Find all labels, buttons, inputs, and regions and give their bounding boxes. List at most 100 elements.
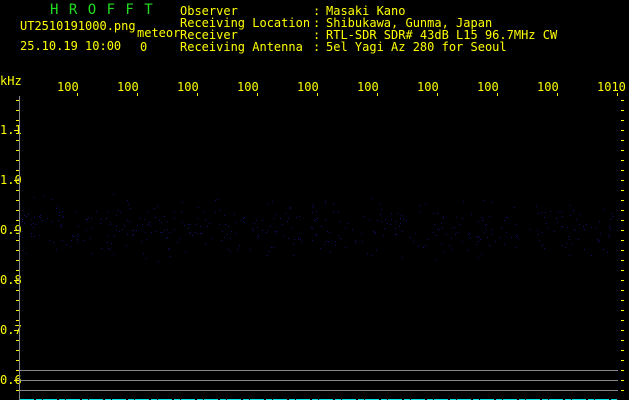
noise-dot [57, 206, 58, 207]
noise-dot [72, 235, 73, 236]
noise-dot [257, 235, 258, 236]
y-tick-mark [16, 300, 19, 301]
noise-dot [290, 208, 291, 209]
noise-dot [537, 230, 538, 231]
y-tick-mark [621, 190, 624, 191]
noise-dot [489, 245, 490, 246]
noise-dot [355, 242, 356, 243]
app-title: H R O F F T [50, 2, 154, 18]
noise-dot [266, 232, 267, 233]
y-tick-mark [621, 210, 624, 211]
noise-dot [317, 218, 318, 219]
noise-dot [59, 215, 60, 216]
y-tick-mark [16, 210, 19, 211]
noise-dot [26, 216, 27, 217]
noise-dot [333, 203, 334, 204]
noise-dot [113, 194, 114, 195]
noise-dot [182, 222, 183, 223]
noise-dot [599, 241, 600, 242]
mode-label: meteor [137, 26, 181, 40]
y-tick-mark [621, 220, 624, 221]
noise-dot [441, 223, 442, 224]
noise-dot [108, 248, 109, 249]
noise-dot [572, 244, 573, 245]
noise-dot [390, 224, 391, 225]
noise-dot [443, 218, 444, 219]
noise-dot [361, 233, 362, 234]
y-tick-label: 1.1 [0, 123, 22, 137]
noise-dot [314, 220, 315, 221]
noise-dot [75, 211, 76, 212]
noise-dot [119, 231, 120, 232]
reference-line [20, 370, 618, 371]
y-tick-mark [16, 340, 19, 341]
noise-dot [538, 213, 539, 214]
noise-dot [290, 207, 291, 208]
y-tick-mark [621, 290, 624, 291]
noise-dot [90, 238, 91, 239]
noise-dot [179, 238, 180, 239]
noise-dot [333, 211, 334, 212]
noise-dot [568, 236, 569, 237]
noise-dot [161, 222, 162, 223]
noise-dot [329, 232, 330, 233]
noise-dot [487, 237, 488, 238]
noise-dot [410, 237, 411, 238]
y-tick-mark [16, 290, 19, 291]
y-tick-mark [16, 200, 19, 201]
noise-dot [88, 217, 89, 218]
noise-dot [190, 224, 191, 225]
noise-dot [221, 240, 222, 241]
noise-dot [40, 217, 41, 218]
noise-dot [274, 231, 275, 232]
noise-dot [155, 231, 156, 232]
noise-dot [197, 233, 198, 234]
y-tick-mark [621, 170, 624, 171]
noise-dot [570, 205, 571, 206]
noise-dot [312, 240, 313, 241]
info-separator: : [313, 4, 321, 18]
noise-dot [597, 239, 598, 240]
noise-dot [149, 222, 150, 223]
noise-dot [77, 241, 78, 242]
x-tick-mark [77, 93, 78, 96]
noise-dot [584, 229, 585, 230]
y-tick-mark [16, 310, 19, 311]
noise-dot [325, 203, 326, 204]
noise-dot [143, 253, 144, 254]
noise-dot [133, 234, 134, 235]
noise-dot [383, 235, 384, 236]
noise-dot [316, 235, 317, 236]
noise-dot [132, 230, 133, 231]
noise-dot [203, 211, 204, 212]
y-tick-mark [16, 260, 19, 261]
y-tick-mark [16, 360, 19, 361]
noise-dot [449, 245, 450, 246]
noise-dot [78, 234, 79, 235]
noise-dot [609, 227, 610, 228]
y-tick-mark [621, 240, 624, 241]
noise-dot [22, 231, 23, 232]
x-tick-label: 1008 [477, 80, 498, 94]
noise-dot [396, 221, 397, 222]
noise-dot [236, 222, 237, 223]
noise-dot [166, 238, 167, 239]
noise-dot [184, 225, 185, 226]
noise-dot [451, 249, 452, 250]
noise-dot [200, 233, 201, 234]
noise-dot [579, 224, 580, 225]
noise-dot [169, 232, 170, 233]
noise-dot [338, 235, 339, 236]
noise-dot [481, 254, 482, 255]
noise-dot [504, 220, 505, 221]
noise-dot [43, 196, 44, 197]
noise-dot [35, 224, 36, 225]
noise-dot [596, 228, 597, 229]
noise-dot [446, 234, 447, 235]
noise-dot [285, 213, 286, 214]
noise-dot [312, 205, 313, 206]
noise-dot [598, 240, 599, 241]
noise-dot [468, 234, 469, 235]
noise-dot [586, 224, 587, 225]
y-tick-mark [16, 270, 19, 271]
